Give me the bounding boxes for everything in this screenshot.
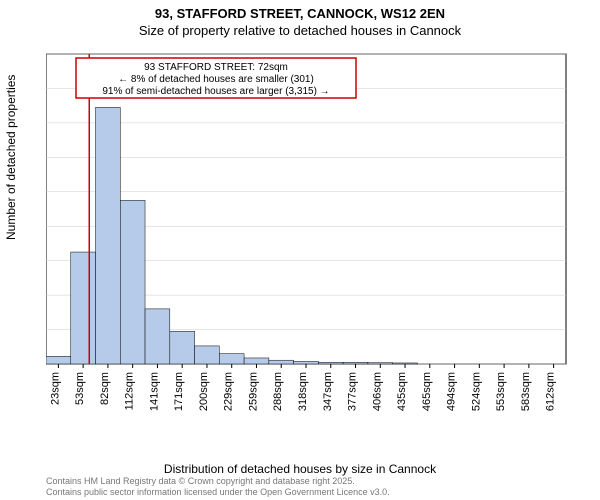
- svg-text:141sqm: 141sqm: [148, 372, 160, 411]
- svg-text:465sqm: 465sqm: [421, 372, 433, 411]
- histogram-bar: [170, 331, 195, 364]
- y-axis-label: Number of detached properties: [4, 75, 18, 240]
- histogram-bar: [96, 107, 121, 364]
- svg-text:200sqm: 200sqm: [198, 372, 210, 411]
- histogram-bar: [368, 363, 393, 364]
- svg-text:82sqm: 82sqm: [99, 372, 111, 405]
- footer-line1: Contains HM Land Registry data © Crown c…: [46, 476, 390, 487]
- svg-text:171sqm: 171sqm: [173, 372, 185, 411]
- svg-text:553sqm: 553sqm: [495, 372, 507, 411]
- histogram-bar: [343, 362, 368, 364]
- svg-text:288sqm: 288sqm: [272, 372, 284, 411]
- svg-text:583sqm: 583sqm: [520, 372, 532, 411]
- footer-line2: Contains public sector information licen…: [46, 487, 390, 498]
- histogram-bar: [46, 356, 71, 364]
- svg-text:318sqm: 318sqm: [297, 372, 309, 411]
- histogram-bar: [244, 358, 269, 364]
- svg-text:435sqm: 435sqm: [396, 372, 408, 411]
- histogram-bar: [294, 361, 319, 364]
- svg-text:377sqm: 377sqm: [347, 372, 359, 411]
- histogram-bar: [120, 200, 145, 364]
- histogram-bar: [195, 346, 220, 364]
- annotation-text: ← 8% of detached houses are smaller (301…: [118, 74, 314, 85]
- chart-plot-area: 02004006008001000120014001600180023sqm53…: [46, 44, 576, 424]
- svg-text:524sqm: 524sqm: [470, 372, 482, 411]
- svg-text:23sqm: 23sqm: [49, 372, 61, 405]
- annotation-text: 93 STAFFORD STREET: 72sqm: [144, 62, 288, 73]
- svg-text:406sqm: 406sqm: [371, 372, 383, 411]
- histogram-bar: [269, 360, 294, 364]
- histogram-bar: [318, 362, 343, 364]
- svg-text:494sqm: 494sqm: [446, 372, 458, 411]
- svg-text:259sqm: 259sqm: [247, 372, 259, 411]
- chart-title-line1: 93, STAFFORD STREET, CANNOCK, WS12 2EN: [0, 6, 600, 21]
- histogram-bar: [145, 309, 170, 364]
- histogram-bar: [393, 363, 418, 364]
- chart-svg: 02004006008001000120014001600180023sqm53…: [46, 44, 576, 424]
- histogram-bar: [219, 354, 244, 364]
- svg-text:53sqm: 53sqm: [74, 372, 86, 405]
- svg-text:112sqm: 112sqm: [124, 372, 136, 410]
- x-axis-label: Distribution of detached houses by size …: [0, 462, 600, 476]
- svg-text:229sqm: 229sqm: [223, 372, 235, 411]
- chart-title-block: 93, STAFFORD STREET, CANNOCK, WS12 2EN S…: [0, 0, 600, 38]
- histogram-bar: [71, 252, 96, 364]
- chart-title-line2: Size of property relative to detached ho…: [0, 23, 600, 38]
- annotation-text: 91% of semi-detached houses are larger (…: [102, 86, 329, 97]
- svg-text:612sqm: 612sqm: [545, 372, 557, 411]
- footer-attribution: Contains HM Land Registry data © Crown c…: [46, 476, 390, 498]
- svg-text:347sqm: 347sqm: [322, 372, 334, 411]
